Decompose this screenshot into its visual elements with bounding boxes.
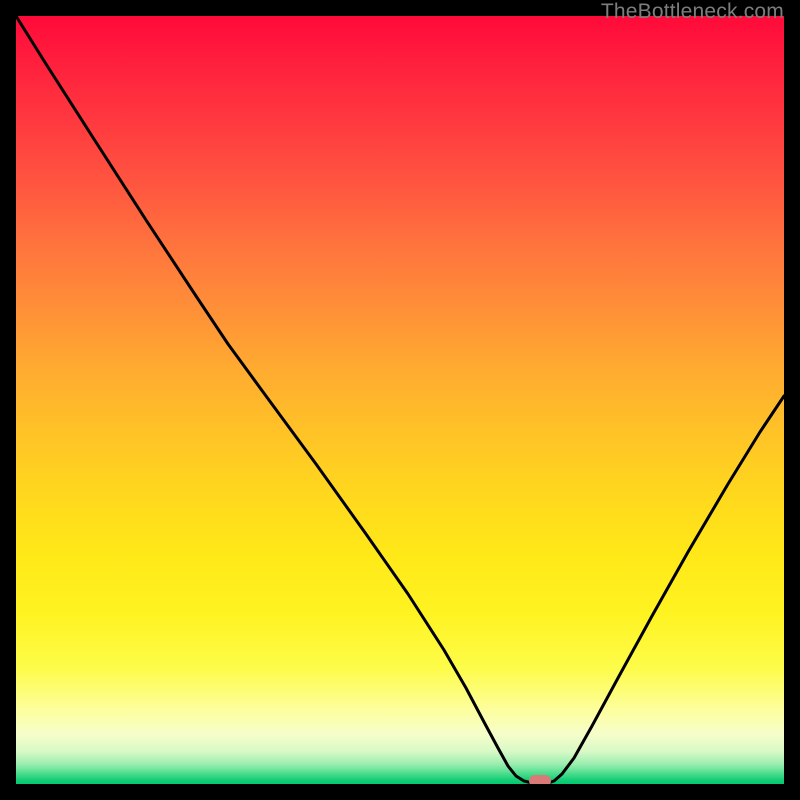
plot-area bbox=[16, 16, 784, 784]
watermark-text: TheBottleneck.com bbox=[601, 0, 784, 24]
chart-frame: TheBottleneck.com bbox=[0, 0, 800, 800]
optimal-marker bbox=[529, 775, 551, 784]
bottleneck-curve bbox=[16, 16, 784, 784]
